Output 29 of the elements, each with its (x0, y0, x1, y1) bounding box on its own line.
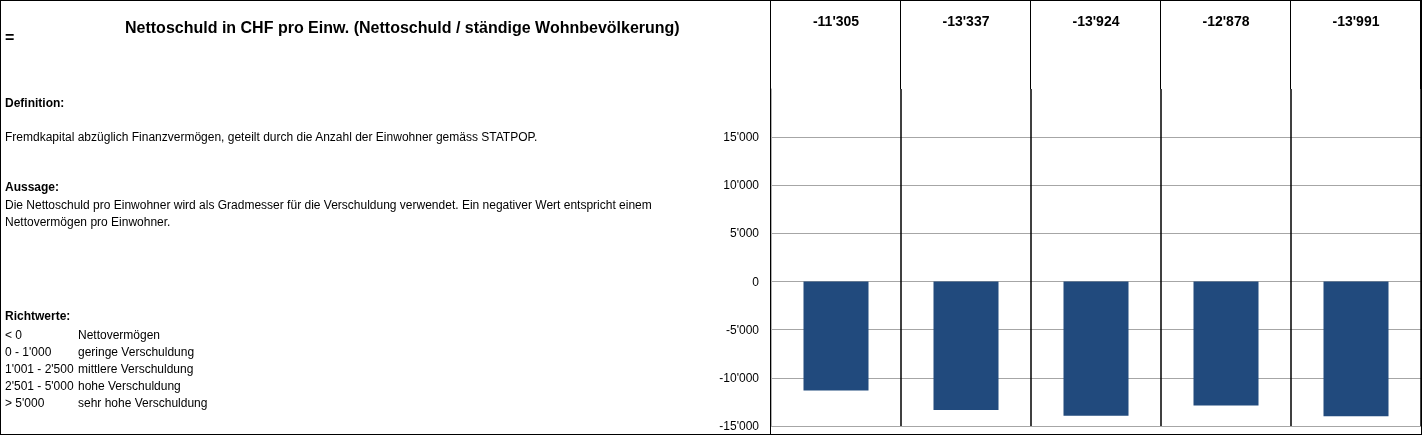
y-tick-label: -10'000 (719, 370, 760, 385)
y-tick-label: 5'000 (730, 226, 760, 241)
text: < 0 (5, 327, 23, 344)
y-tick-label: -5'000 (726, 322, 760, 337)
y-tick-label: 0 (752, 274, 760, 289)
text: Nettoschuld in CHF pro Einw. (Nettoschuld / ständige Wohnbevölkerung) (125, 18, 681, 38)
text: hohe Verschuldung (78, 378, 182, 395)
y-tick-label: -15'000 (719, 419, 760, 433)
data-label: -13'991 (1332, 13, 1380, 29)
text: > 5'000 (5, 395, 46, 412)
text: Nettovermögen (78, 327, 162, 344)
text: mittlere Verschuldung (78, 361, 195, 378)
text: Fremdkapital abzüglich Finanzvermögen, geteilt durch die Anzahl der Einwohner gemäss STATPOP. (5, 129, 539, 146)
data-label: -13'924 (1072, 13, 1120, 29)
text: Aussage: (5, 179, 61, 196)
text: sehr hohe Verschuldung (78, 395, 209, 412)
text: geringe Verschuldung (78, 344, 196, 361)
data-label: -11'305 (812, 13, 860, 29)
data-label: -12'878 (1202, 13, 1250, 29)
text: Die Nettoschuld pro Einwohner wird als Gradmesser für die Verschuldung verwendet. Ein negativer Wert entspricht einem Nettovermögen pro Einwohner. (5, 197, 653, 231)
text: Definition: (5, 95, 66, 112)
text: 0 - 1'000 (5, 344, 53, 361)
data-label: -13'337 (942, 13, 990, 29)
text: Richtwerte: (5, 308, 72, 325)
y-tick-label: 10'000 (723, 178, 760, 193)
text: 2'501 - 5'000 (5, 378, 75, 395)
text: 1'001 - 2'500 (5, 361, 75, 378)
y-tick-label: 15'000 (723, 130, 760, 145)
text: = (5, 29, 16, 46)
